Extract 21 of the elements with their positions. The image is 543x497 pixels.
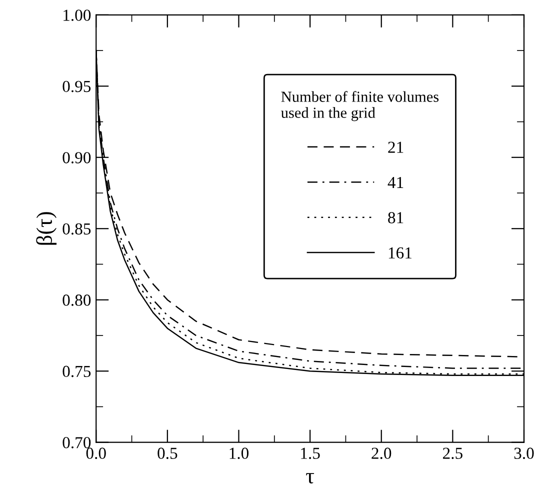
legend-label: 81 [388, 212, 404, 224]
x-tick-label: 0.0 [86, 448, 106, 459]
x-tick-label: 3.0 [514, 448, 534, 459]
y-tick-label: 0.90 [62, 152, 91, 164]
x-tick-label: 0.5 [158, 448, 178, 459]
x-tick-label: 1.5 [301, 448, 320, 459]
y-tick-label: 0.80 [62, 294, 91, 306]
y-tick-label: 1.00 [64, 10, 91, 21]
legend-title: Number of finite volumes used in the grid [281, 91, 439, 122]
y-tick-label: 0.85 [62, 223, 91, 235]
x-tick-label: 2.0 [372, 448, 392, 459]
legend-label: 41 [388, 176, 404, 188]
x-tick-label: 1.0 [230, 448, 249, 459]
x-tick-label: 2.5 [442, 448, 462, 459]
x-axis-title: τ [306, 473, 314, 484]
y-tick-label: 0.95 [62, 80, 91, 92]
legend-label: 21 [388, 142, 404, 153]
legend-label: 161 [388, 247, 412, 259]
y-tick-label: 0.70 [62, 437, 91, 448]
y-axis-title: β(τ) [36, 212, 57, 245]
y-tick-label: 0.75 [62, 366, 91, 378]
